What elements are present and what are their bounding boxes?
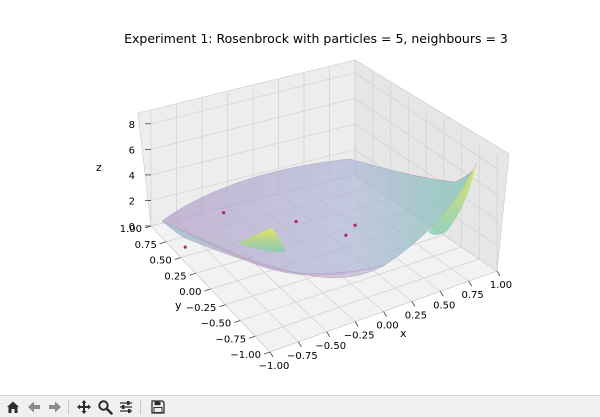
y-tick-mark [204,288,211,292]
particle-point [222,211,226,215]
configure-icon [120,400,132,413]
x-tick-mark [411,301,416,307]
x-tick-mark [439,291,444,297]
y-tick-label: 0.75 [135,240,157,251]
particle-point [183,245,187,249]
x-tick-label: 1.00 [490,280,512,291]
y-tick-mark [263,351,271,355]
back-icon [28,401,40,412]
x-tick-label: 0.25 [405,310,427,321]
x-tick-label: 0.50 [433,300,455,311]
wall-gridline [150,97,498,195]
y-axis: −1.00 −0.75 −0.50 −0.25 0.00 0.25 0.50 0.75 1.00 [120,224,271,361]
save-icon [151,399,165,414]
x-tick-mark [326,331,331,337]
y-tick-mark [189,272,196,276]
y-tick-label: 0.25 [164,271,186,282]
z-tick-label: 0 [129,222,135,233]
y-tick-mark [248,335,256,339]
x-tick-mark [496,270,501,277]
y-axis-label: y [175,299,182,312]
x-axis-label: x [400,327,407,340]
toolbar-separator [68,400,69,414]
y-tick-mark [159,241,167,245]
home-icon [7,401,19,413]
y-tick-label: −1.00 [230,350,261,361]
y-tick-mark [144,225,152,229]
z-axis-label: z [96,161,102,174]
x-axis: −1.00−0.75−0.50−0.250.00 0.25 0.50 0.75 1.00 [259,270,512,372]
navigation-toolbar [0,395,600,417]
configure-subplots-button[interactable] [116,397,136,416]
x-tick-label: 0.75 [461,290,483,301]
z-tick-label: 8 [129,120,135,131]
x-tick-label: −0.50 [315,341,346,352]
particle-point [353,223,357,227]
z-tick-label: 6 [129,145,135,156]
figure-canvas[interactable]: Experiment 1: Rosenbrock with particles … [0,0,600,395]
pan-icon [77,399,91,414]
surface-left-lobe [238,228,286,252]
surface-right-lobe [428,163,476,235]
y-tick-mark [234,320,241,323]
zoom-button[interactable] [95,397,115,416]
x-tick-label: −1.00 [259,361,290,372]
zoom-icon [98,399,113,415]
y-tick-label: −0.25 [186,303,217,314]
surface-front [161,220,386,278]
y-tick-mark [174,257,181,260]
home-button[interactable] [3,397,23,416]
x-tick-mark [383,311,387,317]
x-tick-mark [354,321,359,327]
y-tick-label: −0.75 [215,334,246,345]
toolbar-separator [140,400,141,414]
forward-button[interactable] [45,397,65,416]
pan-button[interactable] [74,397,94,416]
particles [183,211,357,249]
y-tick-mark [219,304,226,308]
y-tick-label: −0.50 [201,319,232,330]
x-tick-mark [468,280,472,287]
y-tick-label: 0.00 [179,287,201,298]
back-button[interactable] [24,397,44,416]
x-tick-label: −0.25 [344,331,375,342]
wall-gridline [150,72,498,170]
y-tick-label: 0.50 [149,256,171,267]
particle-point [344,233,348,237]
forward-icon [49,401,61,412]
z-tick-label: 2 [129,196,135,207]
particle-point [294,219,298,224]
x-tick-mark [298,341,302,348]
x-tick-mark [269,351,274,358]
z-tick-label: 4 [129,171,135,182]
x-tick-label: 0.00 [376,321,398,332]
x-tick-label: −0.75 [287,351,318,362]
surface [161,158,477,278]
y-tick-label: 1.00 [120,224,142,235]
chart-title: Experiment 1: Rosenbrock with particles … [124,31,508,46]
save-button[interactable] [148,397,168,416]
